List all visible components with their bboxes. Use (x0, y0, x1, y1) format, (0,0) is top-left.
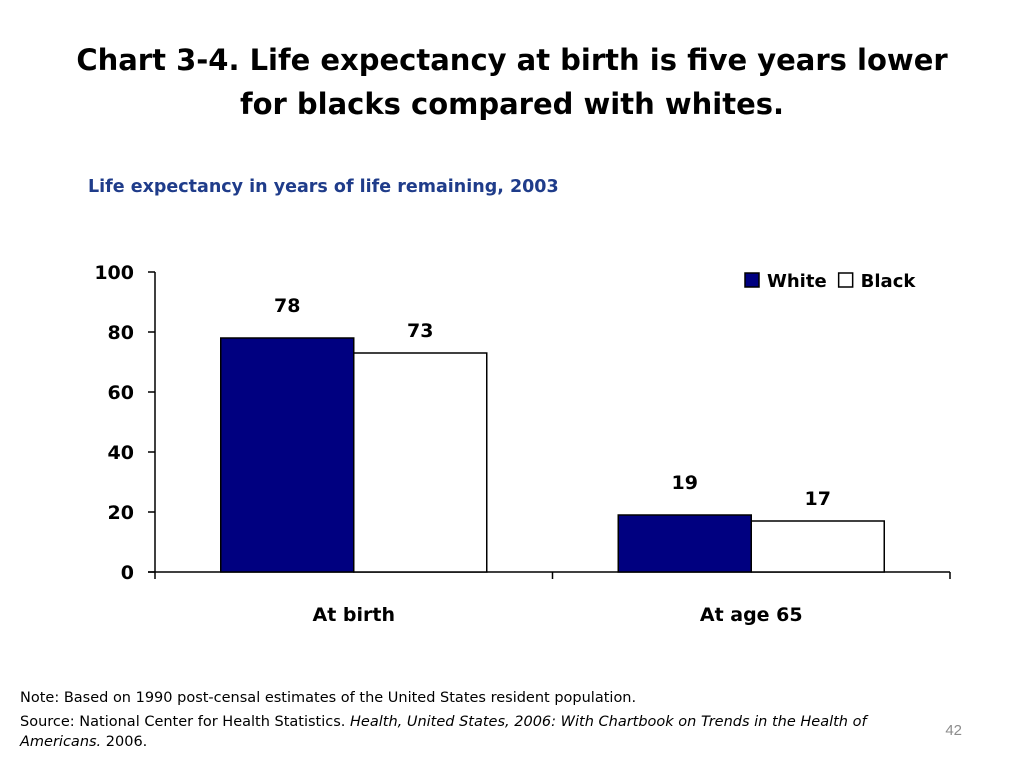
source-title: Health, United States, 2006: With Chartb… (20, 714, 867, 750)
x-category-label: At birth (313, 604, 396, 626)
source-year: 2006. (105, 734, 148, 750)
slide-title-line-1: Chart 3-4. Life expectancy at birth is f… (76, 43, 948, 77)
bar-black-2 (750, 520, 885, 573)
note-text: Note: Based on 1990 post-censal estimate… (20, 690, 637, 706)
footnotes: Note: Based on 1990 post-censal estimate… (20, 688, 880, 755)
bar-black-1 (353, 352, 488, 573)
bar-white-2 (617, 514, 752, 573)
x-category-label: At age 65 (700, 604, 803, 626)
y-tick-label: 40 (108, 442, 134, 464)
page-number: 42 (945, 722, 962, 739)
slide-title: Chart 3-4. Life expectancy at birth is f… (40, 38, 984, 126)
chart-title: Life expectancy in years of life remaini… (88, 177, 559, 197)
legend-swatch-white (744, 272, 760, 288)
legend-label-black: Black (861, 271, 917, 292)
y-tick-label: 0 (121, 562, 134, 584)
data-label: 73 (407, 320, 433, 342)
y-tick-label: 20 (108, 502, 134, 524)
source-text: Source: National Center for Health Stati… (20, 712, 880, 752)
bar-chart: 0 20 40 60 80 100 78 73 At birth 19 17 At age 65 Whi… (94, 262, 951, 626)
data-label: 17 (805, 488, 831, 510)
source-prefix: Source: National Center for Health Stati… (20, 714, 346, 730)
bar-white-1 (220, 337, 355, 573)
legend-label-white: White (767, 271, 827, 292)
y-tick-label: 80 (108, 322, 134, 344)
legend-swatch-black (837, 272, 854, 288)
y-tick-label: 60 (108, 382, 134, 404)
y-tick-label: 100 (94, 262, 134, 284)
slide-title-line-2: for blacks compared with whites. (239, 87, 785, 121)
data-label: 78 (274, 295, 300, 317)
data-label: 19 (672, 472, 698, 494)
